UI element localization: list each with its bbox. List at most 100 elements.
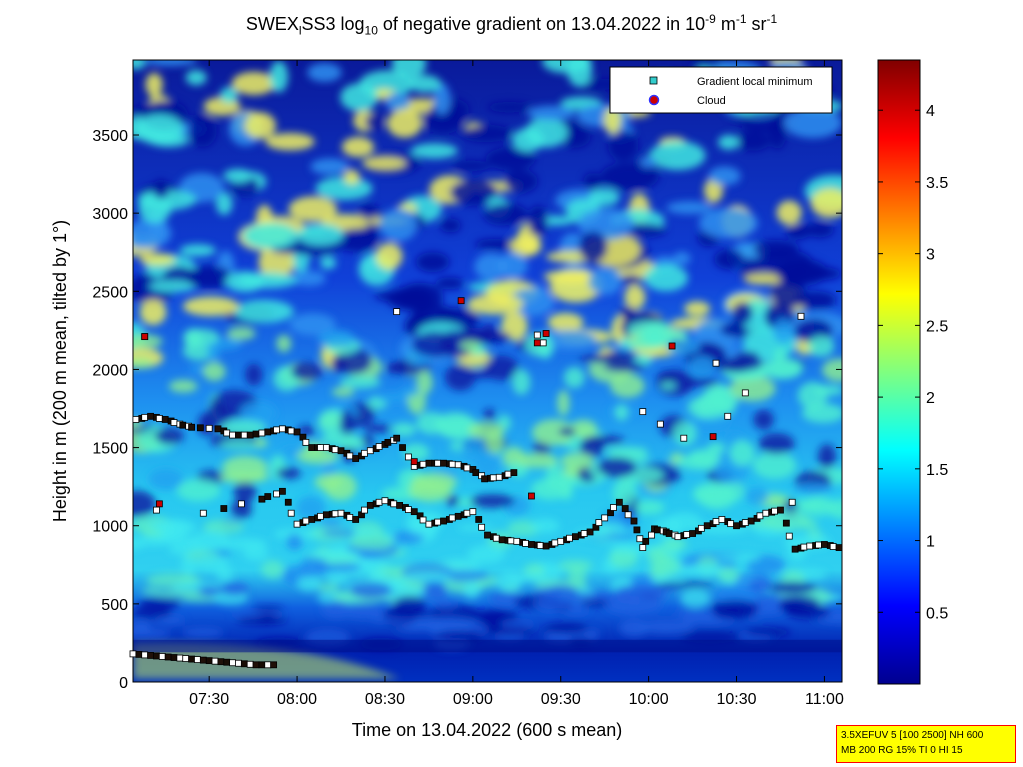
settings-note-line: 3.5XEFUV 5 [100 2500] NH 600	[841, 730, 984, 741]
boundary-layer-marker	[756, 512, 764, 520]
boundary-layer-marker	[302, 517, 310, 525]
scattered-marker	[656, 420, 664, 428]
boundary-layer-marker	[782, 519, 790, 527]
colorbar-gradient	[877, 59, 921, 685]
heatmap-patch	[605, 596, 661, 615]
heatmap-patch	[145, 72, 163, 97]
heatmap-patch	[315, 176, 373, 201]
heatmap-patch	[559, 474, 574, 501]
boundary-layer-marker	[440, 517, 447, 525]
scattered-marker	[539, 339, 547, 347]
heatmap-patch	[206, 344, 221, 362]
heatmap-patch	[297, 223, 344, 246]
title-part: m	[715, 14, 736, 34]
boundary-layer-marker	[665, 530, 673, 537]
surface-layer-marker	[153, 652, 160, 660]
heatmap-blobs	[133, 60, 842, 651]
cloud-marker	[533, 339, 541, 347]
boundary-layer-marker	[741, 519, 749, 526]
heatmap-patch	[231, 71, 277, 96]
heatmap-patch	[142, 60, 198, 66]
heatmap-patch	[286, 533, 303, 551]
legend-marker-circle	[648, 94, 660, 106]
heatmap-patch	[220, 582, 249, 596]
heatmap-patch	[422, 105, 464, 134]
heatmap-patch	[483, 203, 528, 226]
cloud-marker	[457, 297, 465, 305]
boundary-layer-marker	[621, 505, 629, 512]
boundary-layer-marker	[381, 497, 389, 505]
heatmap-patch	[620, 274, 642, 286]
heatmap-patch	[547, 312, 584, 332]
y-tick-label: 1000	[92, 519, 128, 536]
boundary-layer-marker	[689, 530, 696, 537]
heatmap-patch	[180, 596, 220, 603]
colorbar-tick-label: 3.5	[926, 175, 948, 192]
heatmap-patch	[435, 277, 464, 290]
scattered-marker	[153, 506, 160, 514]
cloud-marker	[709, 433, 717, 441]
heatmap-patch	[203, 519, 244, 535]
heatmap-patch	[484, 355, 519, 381]
upper-layer-marker	[504, 470, 512, 478]
upper-layer-marker	[302, 438, 310, 446]
boundary-layer-marker	[571, 533, 579, 541]
heatmap-patch	[602, 350, 638, 363]
heatmap-patch	[292, 270, 326, 287]
heatmap-patch	[338, 437, 367, 450]
boundary-layer-marker	[220, 505, 228, 512]
boundary-layer-marker	[785, 532, 793, 540]
heatmap-patch	[673, 421, 697, 446]
heatmap-patch	[752, 451, 797, 479]
boundary-layer-marker	[331, 510, 339, 518]
heatmap-patch	[666, 201, 713, 215]
heatmap-patch	[317, 329, 355, 348]
scattered-marker	[741, 389, 749, 397]
scattered-marker	[680, 434, 688, 442]
heatmap-patch	[154, 616, 185, 624]
boundary-layer-marker	[492, 534, 500, 542]
y-axis-label: Height in m (200 m mean, tilted by 1°)	[50, 220, 70, 522]
heatmap-patch	[349, 534, 394, 550]
x-tick-label: 11:00	[805, 691, 844, 708]
heatmap-patch	[233, 299, 294, 323]
boundary-layer-marker	[610, 504, 617, 511]
boundary-layer-marker	[410, 508, 418, 516]
heatmap-patch	[713, 554, 761, 562]
heatmap-patch	[533, 587, 566, 598]
upper-layer-marker	[384, 438, 392, 446]
heatmap-patch	[527, 205, 549, 238]
boundary-layer-marker	[522, 540, 529, 547]
heatmap-patch	[323, 472, 357, 501]
y-tick-label: 3000	[92, 206, 128, 223]
heatmap-patch	[643, 264, 689, 292]
cloud-marker	[528, 492, 535, 500]
surface-layer-marker	[246, 660, 254, 668]
title-part: SWEX	[245, 14, 299, 34]
boundary-layer-marker	[337, 509, 345, 517]
boundary-layer-marker	[536, 542, 544, 549]
upper-layer-marker	[366, 447, 374, 455]
heatmap-patch	[779, 595, 820, 613]
upper-layer-marker	[147, 412, 154, 420]
upper-layer-marker	[481, 475, 488, 483]
heatmap-patch	[801, 403, 842, 423]
upper-layer-marker	[287, 427, 295, 435]
heatmap-patch	[139, 535, 169, 547]
heatmap-patch	[817, 444, 837, 470]
heatmap-patch	[391, 60, 427, 79]
heatmap-patch	[452, 160, 491, 171]
heatmap-patch	[362, 156, 407, 170]
boundary-layer-marker	[463, 509, 471, 517]
upper-layer-marker	[440, 459, 447, 467]
boundary-layer-marker	[806, 542, 814, 550]
title-part: 10	[364, 23, 378, 38]
heatmap-patch	[717, 567, 740, 583]
heatmap-patch	[694, 489, 715, 498]
heatmap-patch	[309, 549, 361, 560]
boundary-layer-marker	[308, 516, 316, 523]
heatmap-patch	[776, 200, 802, 225]
heatmap-patch	[422, 582, 448, 601]
heatmap-patch	[792, 483, 835, 494]
heatmap-patch	[289, 313, 336, 336]
